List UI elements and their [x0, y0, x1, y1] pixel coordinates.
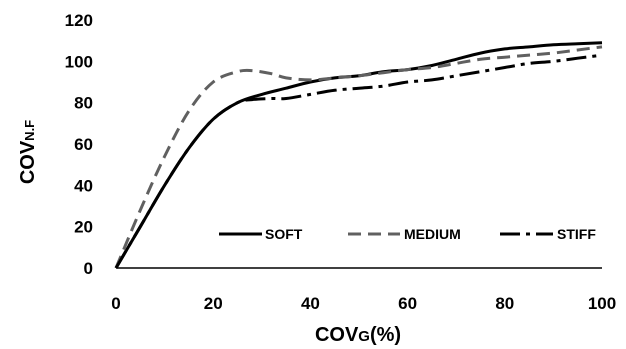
series-line-stiff: [114, 53, 603, 269]
y-tick-label: 100: [65, 52, 93, 71]
y-axis-title-sub: N.F: [22, 120, 37, 141]
x-tick-label: 0: [111, 294, 120, 313]
legend: SOFT MEDIUM STIFF: [219, 226, 596, 242]
y-tick-label: 0: [84, 259, 93, 278]
x-axis-title: COVG(%): [315, 324, 401, 346]
x-axis-title-sub: G: [358, 328, 370, 345]
y-tick-label: 80: [74, 94, 93, 113]
y-tick-label: 120: [65, 11, 93, 30]
series-line-medium: [114, 45, 603, 269]
x-tick-label: 80: [495, 294, 514, 313]
y-tick-label: 20: [74, 218, 93, 237]
series-layer: [114, 41, 603, 269]
y-tick-label: 40: [74, 176, 93, 195]
x-tick-label: 40: [301, 294, 320, 313]
legend-label-soft: SOFT: [265, 226, 303, 242]
x-tick-label: 20: [204, 294, 223, 313]
legend-label-stiff: STIFF: [557, 226, 596, 242]
x-axis-title-main: COV: [315, 324, 359, 346]
x-tick-labels: 0 20 40 60 80 100: [111, 294, 616, 313]
legend-label-medium: MEDIUM: [404, 226, 461, 242]
y-tick-label: 60: [74, 135, 93, 154]
y-tick-labels: 0 20 40 60 80 100 120: [65, 11, 93, 278]
x-axis-title-tail: (%): [370, 324, 401, 346]
x-tick-label: 100: [588, 294, 616, 313]
y-axis-title: COVN.F: [17, 120, 39, 184]
x-tick-label: 60: [398, 294, 417, 313]
y-axis-title-main: COV: [17, 140, 39, 184]
